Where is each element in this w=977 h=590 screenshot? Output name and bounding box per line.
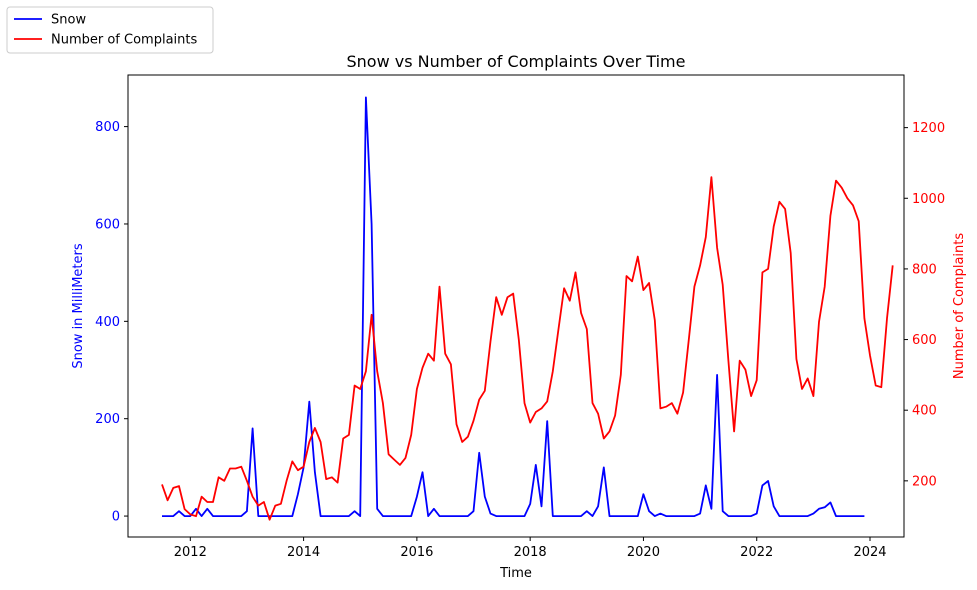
y-right-tick-label: 600 (912, 333, 937, 348)
y-right-tick-label: 1200 (912, 121, 945, 136)
x-tick-label: 2024 (853, 545, 886, 560)
legend-entry-snow: Snow (51, 13, 86, 28)
legend: Snow Number of Complaints (6, 6, 214, 54)
y-axis-right-label: Number of Complaints (952, 233, 967, 379)
y-right-tick-label: 1000 (912, 192, 945, 207)
x-tick-label: 2022 (740, 545, 773, 560)
x-tick-label: 2016 (400, 545, 433, 560)
y-left-tick-label: 200 (95, 412, 120, 427)
y-right-tick-label: 800 (912, 262, 937, 277)
series-line-complaints (161, 176, 894, 521)
y-left-tick-label: 400 (95, 315, 120, 330)
y-right-tick-label: 400 (912, 404, 937, 419)
y-left-tick-label: 600 (95, 217, 120, 232)
y-axis-right: 200 400 600 800 1000 1200 (904, 121, 945, 489)
plot-frame (127, 74, 905, 538)
x-tick-label: 2018 (514, 545, 547, 560)
x-tick-label: 2020 (627, 545, 660, 560)
y-axis-left-label: Snow in MilliMeters (71, 243, 86, 369)
legend-entry-complaints: Number of Complaints (51, 33, 197, 48)
legend-box (6, 6, 214, 54)
y-left-tick-label: 0 (112, 510, 120, 525)
y-axis-left: 0 200 400 600 800 (95, 120, 128, 525)
x-axis-label: Time (499, 566, 532, 581)
series-line-snow (162, 96, 865, 517)
chart-title: Snow vs Number of Complaints Over Time (347, 52, 686, 71)
series-layer (161, 96, 894, 521)
y-right-tick-label: 200 (912, 474, 937, 489)
x-tick-label: 2014 (287, 545, 320, 560)
y-left-tick-label: 800 (95, 120, 120, 135)
x-tick-label: 2012 (174, 545, 207, 560)
x-axis: 2012 2014 2016 2018 2020 2022 2024 (174, 537, 887, 560)
